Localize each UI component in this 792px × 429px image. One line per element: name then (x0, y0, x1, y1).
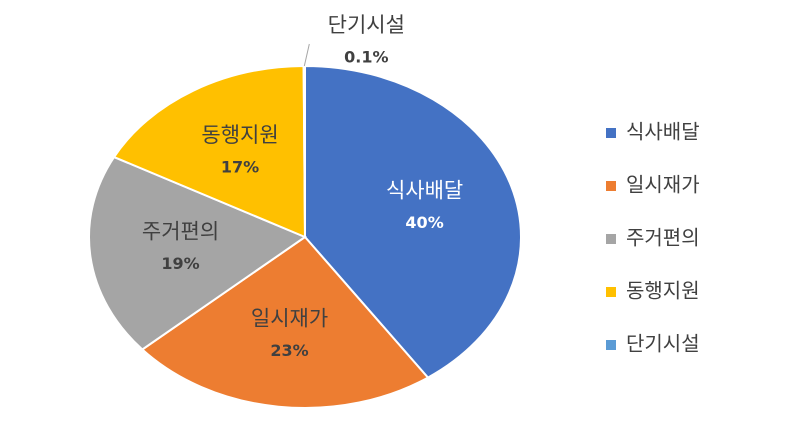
pie-slice (140, 235, 430, 409)
pie-slice (302, 64, 306, 238)
slice-name: 단기시설 (328, 13, 405, 37)
legend-label: 동행지원 (626, 279, 700, 303)
slice-name: 주거편의 (142, 219, 219, 243)
slice-value: 17% (221, 158, 259, 177)
legend-marker (606, 287, 616, 297)
legend-label: 일시재가 (626, 173, 700, 197)
leader-line (303, 43, 310, 67)
legend-marker (606, 340, 616, 350)
legend-marker (606, 181, 616, 191)
slice-name: 동행지원 (201, 123, 278, 147)
slice-name: 식사배달 (386, 178, 463, 202)
pie-slice (88, 155, 308, 351)
legend-marker (606, 234, 616, 244)
legend-label: 주거편의 (626, 226, 700, 250)
slice-value: 40% (405, 213, 443, 232)
legend-label: 단기시설 (626, 332, 700, 356)
slice-value: 19% (161, 254, 199, 273)
legend-marker (606, 128, 616, 138)
slice-value: 23% (270, 341, 308, 360)
slice-value: 0.1% (344, 48, 388, 67)
slice-name: 일시재가 (251, 306, 328, 330)
pie-slice (304, 64, 522, 379)
pie-slice (112, 64, 307, 239)
legend-label: 식사배달 (626, 120, 700, 144)
